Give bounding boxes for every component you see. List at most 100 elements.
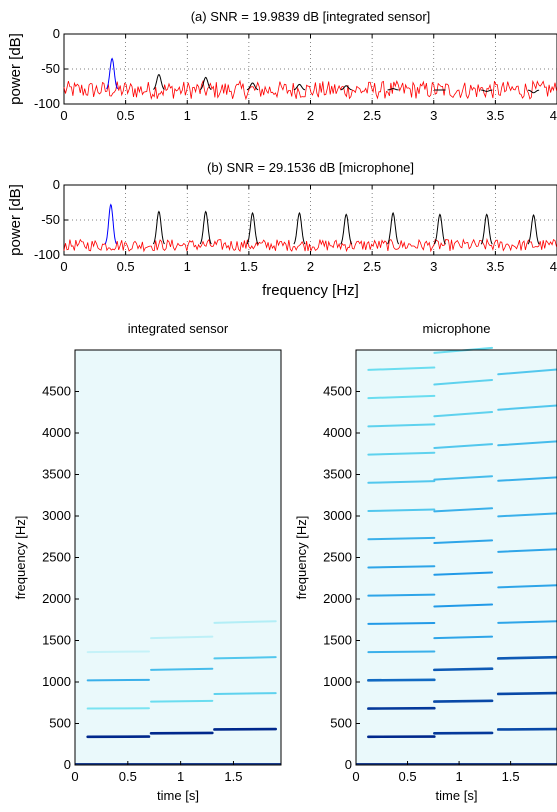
y-tick-label: 3500: [323, 467, 352, 482]
y-tick-label: 500: [330, 716, 352, 731]
harmonic-track: [213, 620, 277, 624]
y-tick-label: -50: [41, 61, 60, 76]
spectrogram-panel-1: 0 0.5 1 1.5 0 500 1000 1500 2000 2500 3000 3500 4000…: [294, 321, 557, 803]
peak-mark: [104, 203, 117, 245]
harmonic-track: [367, 366, 436, 371]
y-tick-label: 2000: [323, 591, 352, 606]
harmonic-track: [367, 394, 436, 400]
peak-mark: [293, 83, 306, 91]
harmonic-track: [367, 565, 436, 569]
y-axis-label: frequency [Hz]: [13, 516, 28, 600]
peak-mark: [527, 89, 540, 94]
peak-mark: [387, 211, 400, 245]
x-tick-label: 2: [307, 259, 314, 274]
x-tick-label: 1: [184, 108, 191, 123]
peak-mark: [199, 210, 212, 245]
x-tick-label: 1: [184, 259, 191, 274]
x-tick-label: 2.5: [363, 259, 381, 274]
x-tick-label: 3.5: [486, 108, 504, 123]
harmonic-track: [367, 423, 436, 428]
peak-mark: [340, 213, 353, 245]
harmonic-track: [367, 593, 436, 597]
x-tick-label: 0: [60, 108, 67, 123]
harmonic-track: [433, 699, 494, 703]
harmonic-track: [150, 667, 214, 671]
plot-area: [63, 184, 557, 256]
y-tick-label: 3500: [42, 467, 71, 482]
peak-mark: [387, 88, 399, 91]
y-tick-label: 4000: [42, 425, 71, 440]
y-tick-label: 2500: [42, 550, 71, 565]
y-axis-label: power [dB]: [7, 184, 24, 256]
chart-title: (a) SNR = 19.9839 dB [integrated sensor]: [191, 9, 431, 24]
peak-mark: [246, 211, 259, 245]
y-axis-label: frequency [Hz]: [294, 516, 309, 600]
harmonic-track: [213, 656, 277, 660]
harmonic-track: [367, 536, 436, 541]
x-tick-label: 3.5: [486, 259, 504, 274]
harmonic-track: [367, 451, 436, 456]
x-tick-label: 4: [550, 108, 557, 123]
y-tick-label: 4500: [323, 384, 352, 399]
chart-title: (b) SNR = 29.1536 dB [microphone]: [207, 160, 414, 175]
y-tick-label: 1500: [42, 633, 71, 648]
x-tick-label: 0.5: [119, 769, 137, 784]
spectrogram-panel-0: 0 0.5 1 1.5 0 500 1000 1500 2000 2500 3000 3500 4000…: [13, 321, 282, 803]
harmonic-track: [433, 571, 494, 576]
harmonic-track: [367, 622, 436, 625]
x-tick-label: 0: [352, 769, 359, 784]
harmonic-track: [433, 635, 494, 640]
plot-area: [75, 350, 281, 765]
harmonic-track: [150, 635, 214, 640]
harmonic-track: [150, 699, 214, 703]
y-tick-label: 2500: [323, 550, 352, 565]
x-tick-label: 0: [60, 259, 67, 274]
harmonic-track: [497, 620, 557, 624]
plot-area: [356, 350, 557, 765]
x-axis-label: time [s]: [157, 788, 199, 803]
harmonic-track: [497, 440, 557, 447]
y-tick-label: 4000: [323, 425, 352, 440]
harmonic-track: [497, 404, 557, 411]
peak-mark: [340, 85, 352, 91]
harmonic-track: [497, 512, 557, 518]
spectrum-panel-0: 0 0.5 1 1.5 2 2.5 3 3.5 4 -100 -50 0 (a) SNR = 19.98…: [7, 9, 557, 123]
x-tick-label: 2: [307, 108, 314, 123]
y-tick-label: 3000: [323, 508, 352, 523]
harmonic-track: [433, 667, 494, 672]
y-tick-label: -100: [34, 96, 60, 111]
y-tick-label: -100: [34, 247, 60, 262]
peak-mark: [152, 210, 165, 245]
y-tick-label: 0: [64, 757, 71, 772]
x-tick-label: 0.5: [398, 769, 416, 784]
x-tick-label: 2.5: [363, 108, 381, 123]
y-tick-label: 0: [53, 177, 60, 192]
x-tick-label: 1.5: [224, 769, 242, 784]
y-tick-label: 3000: [42, 508, 71, 523]
harmonic-track: [497, 368, 557, 376]
y-axis-label: power [dB]: [7, 33, 24, 105]
x-tick-label: 3: [430, 259, 437, 274]
chart-title: integrated sensor: [128, 321, 229, 336]
peak-mark: [480, 213, 493, 245]
noise-series-line: [63, 238, 557, 253]
plot-area: [63, 33, 557, 105]
x-tick-label: 1.5: [240, 108, 258, 123]
x-tick-label: 1: [455, 769, 462, 784]
y-tick-label: -50: [41, 212, 60, 227]
x-tick-label: 0.5: [117, 108, 135, 123]
harmonic-track: [497, 584, 557, 589]
peak-mark: [153, 73, 165, 90]
harmonic-track: [367, 678, 436, 682]
harmonic-track: [496, 655, 557, 660]
harmonic-track: [86, 650, 150, 654]
spectrum-panel-1: 0 0.5 1 1.5 2 2.5 3 3.5 4 -100 -50 0 (b) SNR = 29.15…: [7, 160, 557, 299]
peak-mark: [481, 89, 493, 92]
noise-series-line: [63, 79, 557, 101]
y-tick-label: 1500: [323, 633, 352, 648]
x-tick-label: 3: [430, 108, 437, 123]
peak-mark: [527, 214, 540, 245]
chart-title: microphone: [423, 321, 491, 336]
y-tick-label: 2000: [42, 591, 71, 606]
